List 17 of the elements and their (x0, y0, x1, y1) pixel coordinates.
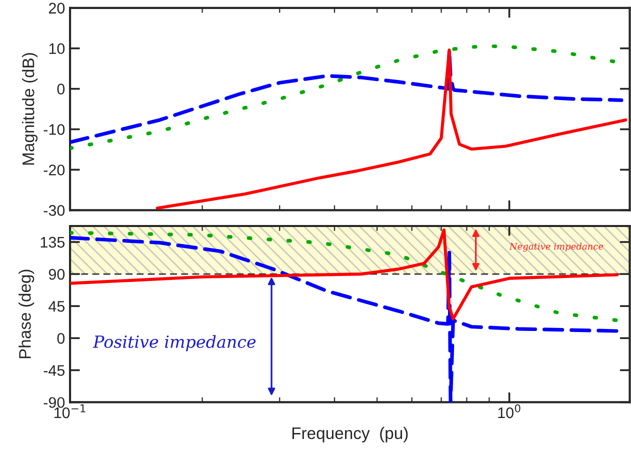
x-axis-title: Frequency (pu) (292, 426, 408, 442)
y-tick-label: 0 (57, 84, 65, 94)
y-tick-label: 20 (48, 2, 65, 14)
y-tick-label: 90 (48, 268, 65, 280)
y-tick-label: -45 (44, 365, 65, 376)
y-axis-title: Magnitude (dB) (22, 53, 38, 165)
y-tick-label: -30 (44, 205, 65, 216)
annotation: Negative impedance (509, 242, 604, 252)
y-axis-title: Phase (deg) (18, 270, 34, 358)
y-tick-label: 45 (48, 301, 65, 312)
y-tick-label: 135 (40, 236, 65, 248)
y-tick-label: -10 (44, 124, 65, 135)
y-tick-label: 10 (49, 43, 65, 54)
y-tick-label: 0 (57, 333, 65, 344)
annotation: Positive impedance (92, 335, 256, 352)
x-tick-label: 10$^{0}$ (498, 404, 520, 418)
y-tick-label: -20 (44, 164, 65, 176)
